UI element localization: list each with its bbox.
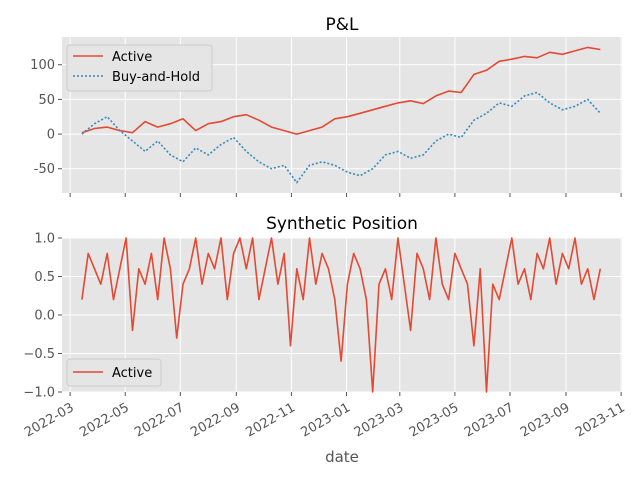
pnl-lines [81, 46, 601, 184]
position-y-tick-label: −0.5 [23, 347, 55, 362]
legend-active-label: Active [112, 50, 152, 65]
position-y-tick-label: 1.0 [34, 232, 55, 247]
x-tick-label: 2023-05 [407, 400, 462, 440]
position-y-tick-labels: −1.0 −0.5 0.0 0.5 1.0 [23, 232, 62, 401]
x-tick-label: 2022-11 [243, 400, 298, 440]
pnl-legend: Active Buy-and-Hold [66, 44, 213, 92]
position-legend: Active [66, 358, 162, 387]
legend-buyhold-label: Buy-and-Hold [112, 70, 200, 85]
pnl-y-tick-label: 100 [30, 58, 55, 73]
pnl-legend-box [66, 44, 213, 92]
position-y-tick-label: 0.0 [34, 309, 55, 324]
position-series-active-line [81, 237, 602, 393]
x-tick-label: 2022-09 [188, 400, 243, 440]
position-y-tick-label: 0.5 [34, 270, 55, 285]
x-axis-label: date [325, 448, 359, 466]
pnl-y-tick-label: -50 [34, 162, 55, 177]
pnl-y-tick-label: 50 [38, 93, 55, 108]
position-panel: −1.0−0.50.00.51.0 2022-03 2022-05 2022-07 2… [22, 214, 628, 466]
pnl-title: P&L [326, 15, 360, 35]
pnl-panel: -50 0 50 100 P&L Active Buy-and-Hold [30, 15, 622, 197]
pnl-y-tick-label: 0 [47, 128, 55, 143]
position-title: Synthetic Position [266, 214, 418, 234]
x-tick-label: 2022-07 [132, 400, 187, 440]
x-tick-label: 2022-03 [22, 400, 77, 440]
position-y-tick-label: −1.0 [23, 386, 55, 401]
pnl-series-active-line [81, 46, 601, 135]
x-tick-label: 2023-07 [462, 400, 517, 440]
position-x-tick-labels: 2022-03 2022-05 2022-07 2022-09 2022-11 2023-… [22, 400, 628, 440]
x-tick-label: 2023-11 [573, 400, 628, 440]
x-tick-label: 2023-01 [299, 400, 354, 440]
x-tick-label: 2022-05 [77, 400, 132, 440]
legend-position-active-label: Active [112, 366, 152, 381]
position-lines [81, 237, 602, 393]
x-tick-label: 2023-09 [518, 400, 573, 440]
x-tick-label: 2023-03 [352, 400, 407, 440]
pnl-y-tick-labels: -50 0 50 100 [30, 58, 62, 177]
position-legend-box [66, 358, 162, 387]
